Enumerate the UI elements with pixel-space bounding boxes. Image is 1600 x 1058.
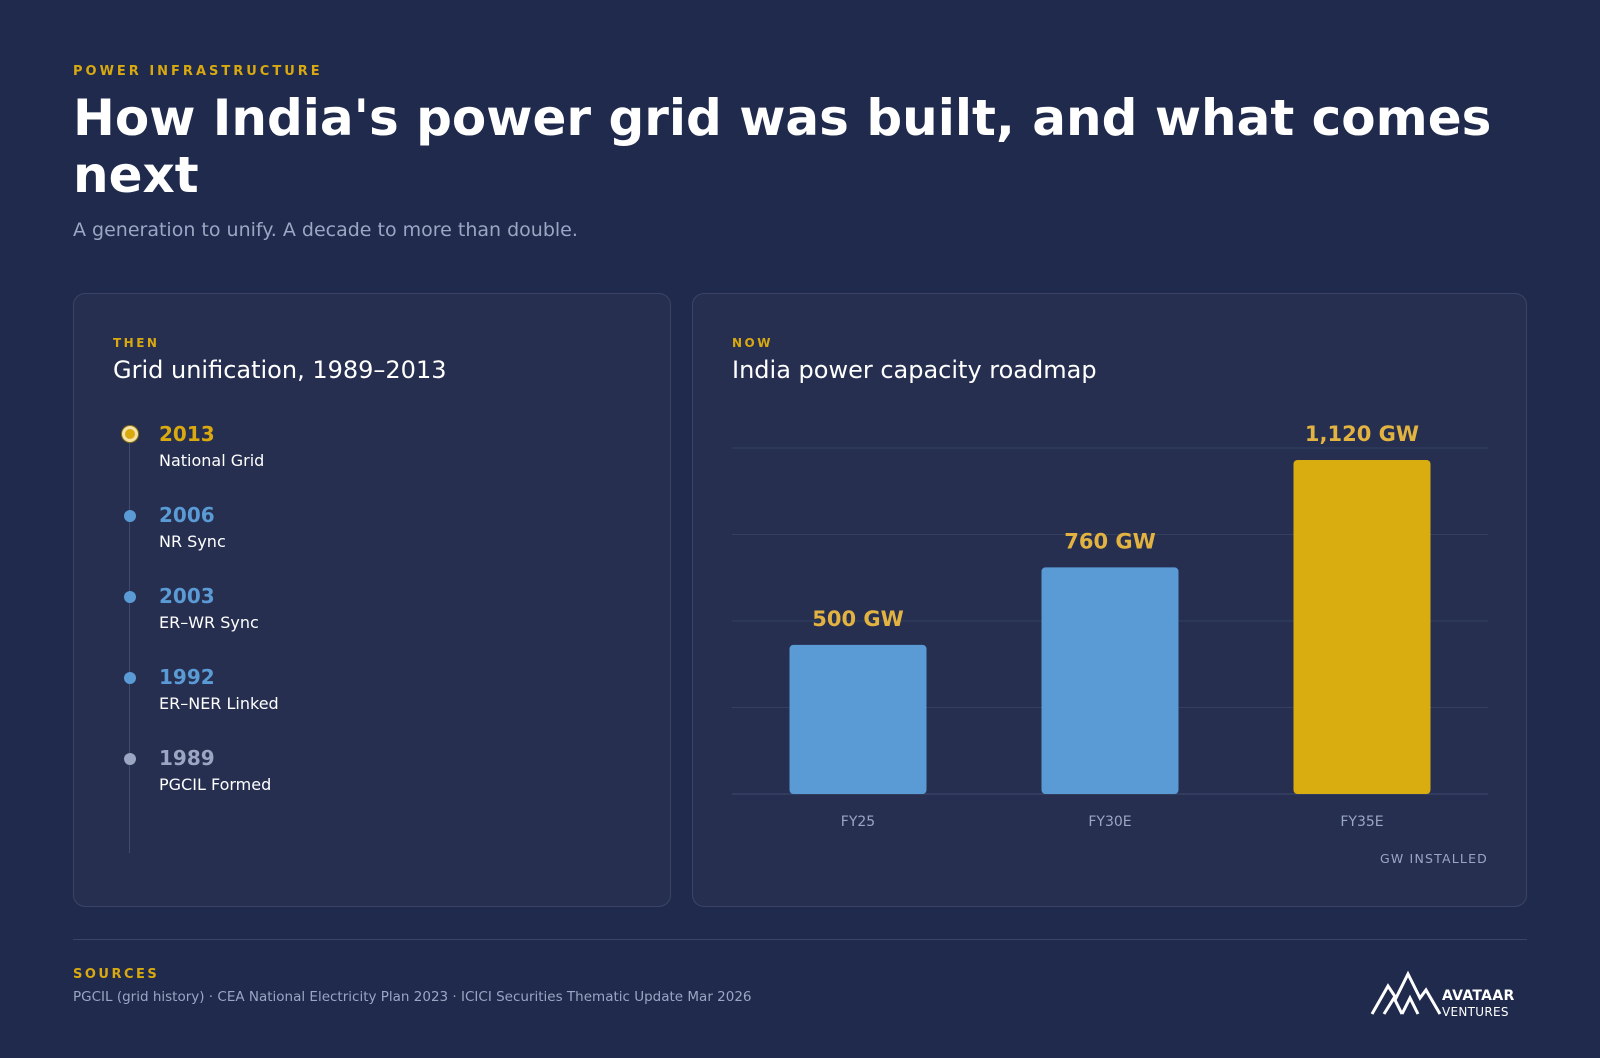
timeline-dot-icon: [124, 510, 136, 522]
category-label: FY30E: [1088, 814, 1131, 830]
timeline-year: 2003: [159, 584, 215, 608]
then-title: Grid unification, 1989–2013: [113, 356, 447, 384]
timeline-label: ER–WR Sync: [159, 613, 259, 632]
now-card: NOW India power capacity roadmap 500 GW F…: [692, 293, 1527, 907]
timeline-dot-icon: [124, 753, 136, 765]
timeline-item: 1989 PGCIL Formed: [74, 746, 634, 806]
timeline-dot-icon: [124, 672, 136, 684]
page-title: How India's power grid was built, and wh…: [73, 89, 1492, 204]
bar-value-label: 1,120 GW: [1305, 422, 1419, 446]
sources-text: PGCIL (grid history) · CEA National Elec…: [73, 989, 752, 1005]
timeline-year: 1989: [159, 746, 215, 770]
mountain-logo-icon: [1370, 970, 1442, 1015]
sources-label: SOURCES: [73, 967, 160, 982]
bar-fy30e: [1041, 567, 1179, 794]
avataar-logo: AVATAAR VENTURES: [1370, 968, 1530, 1019]
category-label: FY35E: [1340, 814, 1383, 830]
logo-subtitle: VENTURES: [1442, 1005, 1509, 1019]
timeline-label: National Grid: [159, 451, 265, 470]
page-subtitle: A generation to unify. A decade to more …: [73, 219, 578, 241]
bar-fy25: [789, 644, 927, 794]
section-eyebrow: POWER INFRASTRUCTURE: [73, 64, 323, 79]
footer-divider: [73, 939, 1527, 940]
now-title: India power capacity roadmap: [732, 356, 1097, 384]
logo-name: AVATAAR: [1442, 988, 1515, 1004]
timeline-year: 2006: [159, 503, 215, 527]
timeline-dot-highlight-icon: [122, 426, 138, 442]
timeline-axis: [129, 433, 130, 853]
y-unit-label: GW INSTALLED: [1380, 851, 1488, 866]
bar-fy35e: [1293, 459, 1431, 794]
timeline-label: NR Sync: [159, 532, 226, 551]
timeline-item: 1992 ER–NER Linked: [74, 665, 634, 725]
now-tag: NOW: [732, 336, 773, 350]
timeline-item: 2003 ER–WR Sync: [74, 584, 634, 644]
timeline-label: ER–NER Linked: [159, 694, 279, 713]
timeline-label: PGCIL Formed: [159, 775, 272, 794]
timeline-item: 2013 National Grid: [74, 422, 634, 482]
bar-value-label: 760 GW: [1064, 529, 1156, 553]
timeline-year: 1992: [159, 665, 215, 689]
category-label: FY25: [841, 814, 875, 830]
then-card: THEN Grid unification, 1989–2013 2013 Nat…: [73, 293, 671, 907]
timeline-dot-icon: [124, 591, 136, 603]
timeline-year: 2013: [159, 422, 215, 446]
bar-value-label: 500 GW: [812, 607, 904, 631]
capacity-bar-chart: 500 GW FY25 760 GW FY30E 1,120 GW FY35E GW INS…: [732, 422, 1488, 866]
then-tag: THEN: [113, 336, 160, 350]
timeline-item: 2006 NR Sync: [74, 503, 634, 563]
